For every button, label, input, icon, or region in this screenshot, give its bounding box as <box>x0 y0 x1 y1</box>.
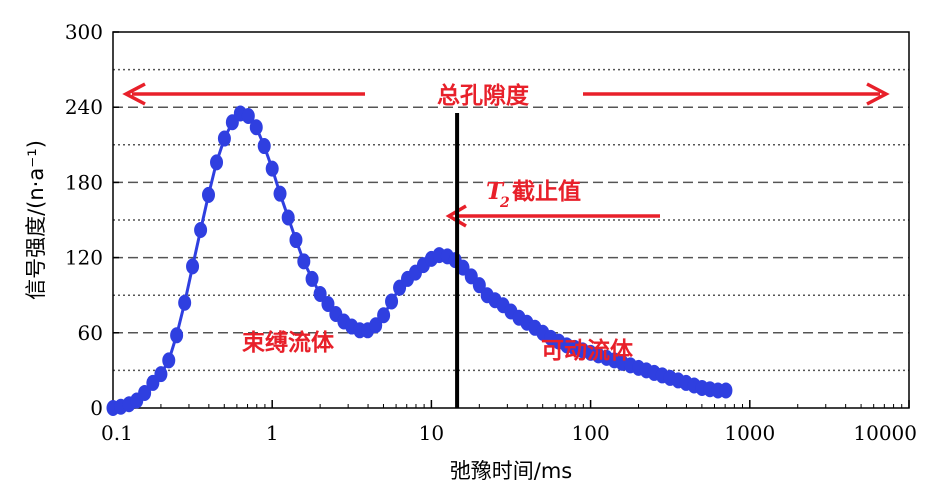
data-point <box>289 232 303 249</box>
data-point <box>186 258 200 275</box>
data-point <box>154 366 168 383</box>
y-tick-label: 180 <box>65 170 103 194</box>
data-point <box>273 185 287 202</box>
data-point <box>194 222 208 239</box>
x-tick-label: 100 <box>572 421 610 445</box>
y-tick-label: 120 <box>65 246 103 270</box>
total-porosity-right-arrow <box>583 82 890 106</box>
bound-fluid-label: 束缚流体 <box>242 329 335 356</box>
x-tick-label: 0.1 <box>101 421 133 445</box>
t2-subscript: 2 <box>499 195 510 211</box>
data-point <box>265 160 279 177</box>
x-tick-label: 10000 <box>853 421 917 445</box>
data-point <box>281 209 295 226</box>
data-point <box>217 130 231 147</box>
y-tick-label: 300 <box>65 20 103 44</box>
data-point <box>202 186 216 203</box>
plot-frame <box>112 31 910 409</box>
data-point <box>305 270 319 287</box>
annotation-arrows <box>122 82 890 228</box>
data-point <box>472 277 486 294</box>
data-point <box>321 295 335 312</box>
data-point <box>297 253 311 270</box>
y-axis-label: 信号强度/(n·a⁻¹) <box>24 140 48 300</box>
data-point <box>241 107 255 124</box>
data-point <box>178 294 192 311</box>
y-tick-label: 240 <box>65 95 103 119</box>
t2-symbol: T <box>486 178 505 205</box>
data-point <box>385 293 399 310</box>
x-tick-label: 1 <box>266 421 279 445</box>
y-tick-label: 60 <box>78 321 103 345</box>
x-axis: 0.1 1 10 100 1000 10000 <box>101 400 917 445</box>
x-axis-label: 弛豫时间/ms <box>450 459 572 483</box>
data-point <box>313 285 327 302</box>
t2-cutoff-text: 截止值 <box>512 178 581 205</box>
x-tick-label: 1000 <box>724 421 775 445</box>
total-porosity-left-arrow <box>122 82 365 106</box>
data-point <box>719 382 733 399</box>
data-point <box>257 138 271 155</box>
y-tick-label: 0 <box>90 396 103 420</box>
data-point <box>249 119 263 136</box>
movable-fluid-label: 可动流体 <box>541 337 634 364</box>
t2-cutoff-label: T 2 截止值 <box>486 178 581 211</box>
signal-series <box>106 105 733 416</box>
data-point <box>210 154 224 171</box>
data-point <box>170 327 184 344</box>
data-point <box>138 384 152 401</box>
y-axis: 0 60 120 180 240 300 <box>65 20 119 420</box>
t2-cutoff-arrow <box>445 204 660 228</box>
data-point <box>162 352 176 369</box>
x-tick-label: 10 <box>419 421 444 445</box>
data-point <box>377 307 391 324</box>
grid-lines <box>113 68 909 372</box>
data-point <box>369 317 383 334</box>
total-porosity-label: 总孔隙度 <box>437 82 530 109</box>
